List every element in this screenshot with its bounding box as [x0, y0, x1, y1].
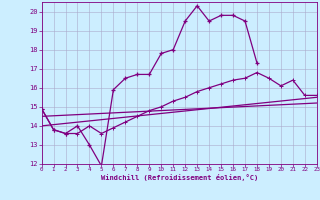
X-axis label: Windchill (Refroidissement éolien,°C): Windchill (Refroidissement éolien,°C)	[100, 174, 258, 181]
